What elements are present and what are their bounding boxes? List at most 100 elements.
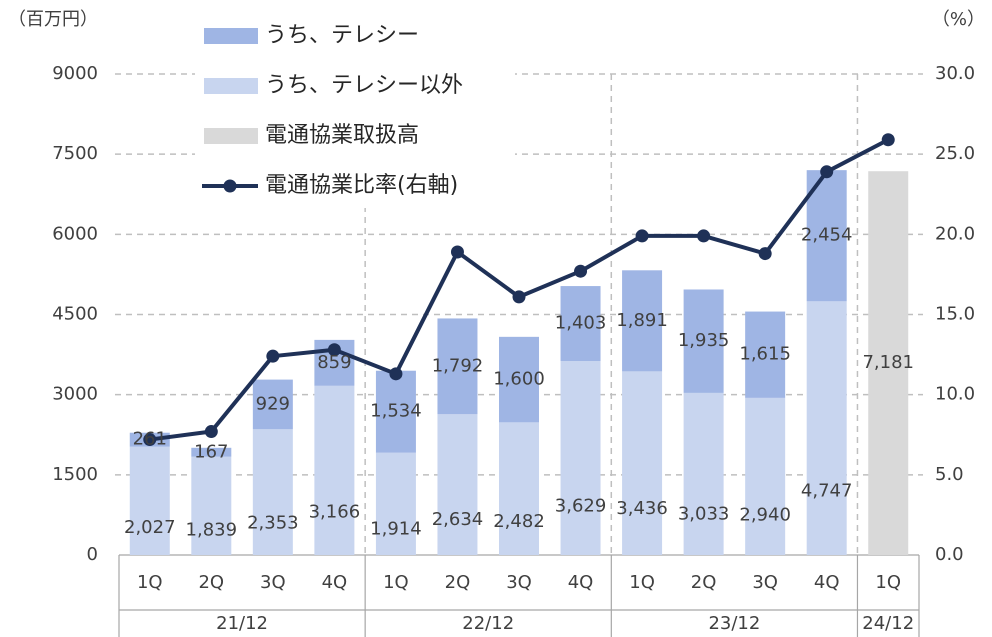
value-label: 1,891	[616, 310, 668, 331]
bar	[191, 456, 232, 555]
value-label: 1,403	[555, 313, 607, 334]
value-label: 2,482	[493, 511, 545, 532]
value-label: 2,454	[801, 225, 853, 246]
line-marker	[881, 133, 895, 147]
bar	[683, 392, 724, 555]
bar	[314, 385, 355, 555]
y2-tick-label: 20.0	[935, 223, 975, 244]
value-label: 7,181	[862, 352, 914, 373]
period-label: 24/12	[862, 613, 914, 634]
y2-tick-label: 15.0	[935, 304, 975, 325]
x-tick-label: 1Q	[629, 572, 655, 593]
value-label: 3,436	[616, 498, 668, 519]
y2-axis-label: （%）	[932, 9, 985, 30]
bar	[499, 336, 539, 423]
y2-tick-label: 5.0	[935, 464, 964, 485]
bar	[560, 361, 601, 555]
value-label: 2,940	[739, 505, 791, 526]
line-marker	[266, 349, 280, 363]
bar	[499, 422, 539, 555]
y-tick-label: 0	[87, 544, 98, 565]
bar	[375, 370, 416, 453]
x-tick-label: 1Q	[383, 572, 409, 593]
y2-tick-label: 0.0	[935, 544, 964, 565]
legend-label: うち、テレシー以外	[265, 73, 463, 98]
value-label: 2,353	[247, 513, 299, 534]
value-label: 2,634	[432, 509, 484, 530]
line-marker	[697, 229, 711, 243]
period-label: 23/12	[708, 613, 760, 634]
x-tick-label: 2Q	[691, 572, 717, 593]
value-label: 1,792	[432, 355, 484, 376]
legend-swatch	[204, 78, 258, 94]
value-label: 3,033	[678, 503, 730, 524]
bar	[437, 318, 478, 415]
legend-label: 電通協業比率(右軸)	[265, 173, 458, 198]
value-label: 929	[256, 393, 290, 414]
bar	[683, 289, 724, 393]
bar	[622, 371, 663, 555]
x-tick-label: 2Q	[198, 572, 224, 593]
value-label: 1,914	[370, 518, 422, 539]
period-label: 22/12	[462, 613, 514, 634]
line-marker	[327, 343, 341, 357]
line-marker	[450, 245, 464, 259]
bar	[191, 447, 232, 457]
x-tick-label: 4Q	[568, 572, 594, 593]
value-label: 1,839	[186, 519, 238, 540]
value-label: 2,027	[124, 517, 176, 538]
bar	[745, 311, 786, 398]
value-label: 1,615	[739, 344, 791, 365]
x-tick-label: 1Q	[137, 572, 163, 593]
x-tick-label: 1Q	[875, 572, 901, 593]
y2-tick-label: 25.0	[935, 143, 975, 164]
value-label: 261	[133, 429, 167, 450]
value-label: 1,534	[370, 401, 422, 422]
x-tick-label: 4Q	[814, 572, 840, 593]
bar	[437, 414, 478, 555]
line-marker	[389, 367, 403, 381]
value-label: 859	[317, 352, 351, 373]
value-label: 1,935	[678, 330, 730, 351]
y-tick-label: 7500	[52, 143, 98, 164]
line-marker	[574, 264, 588, 278]
legend-background	[195, 12, 515, 208]
y-tick-label: 1500	[52, 464, 98, 485]
legend-label: 電通協業取扱高	[265, 123, 419, 148]
legend-swatch	[204, 28, 258, 44]
x-tick-label: 3Q	[506, 572, 532, 593]
bar	[868, 171, 909, 555]
x-tick-label: 4Q	[322, 572, 348, 593]
y-axis-label: （百万円）	[8, 9, 98, 30]
y2-tick-label: 10.0	[935, 384, 975, 405]
y-tick-label: 9000	[52, 63, 98, 84]
value-label: 1,600	[493, 369, 545, 390]
bar	[806, 301, 847, 555]
y-tick-label: 4500	[52, 304, 98, 325]
x-tick-label: 2Q	[445, 572, 471, 593]
value-label: 3,166	[309, 502, 361, 523]
line-marker	[512, 290, 526, 304]
legend-label: うち、テレシー	[265, 23, 419, 48]
x-tick-label: 3Q	[260, 572, 286, 593]
bar	[745, 397, 786, 555]
y-tick-label: 3000	[52, 384, 98, 405]
bar	[129, 446, 170, 555]
line-marker	[204, 425, 218, 439]
y2-tick-label: 30.0	[935, 63, 975, 84]
bar	[622, 270, 663, 372]
line-marker	[758, 247, 772, 261]
bar	[375, 452, 416, 555]
value-label: 4,747	[801, 481, 853, 502]
legend-swatch	[204, 128, 258, 144]
bar	[560, 286, 601, 362]
period-label: 21/12	[216, 613, 268, 634]
line-marker	[635, 229, 649, 243]
line-marker	[143, 433, 157, 447]
bar	[252, 379, 293, 430]
y-tick-label: 6000	[52, 223, 98, 244]
bar	[252, 429, 293, 555]
legend-marker	[223, 179, 237, 193]
value-label: 3,629	[555, 496, 607, 517]
